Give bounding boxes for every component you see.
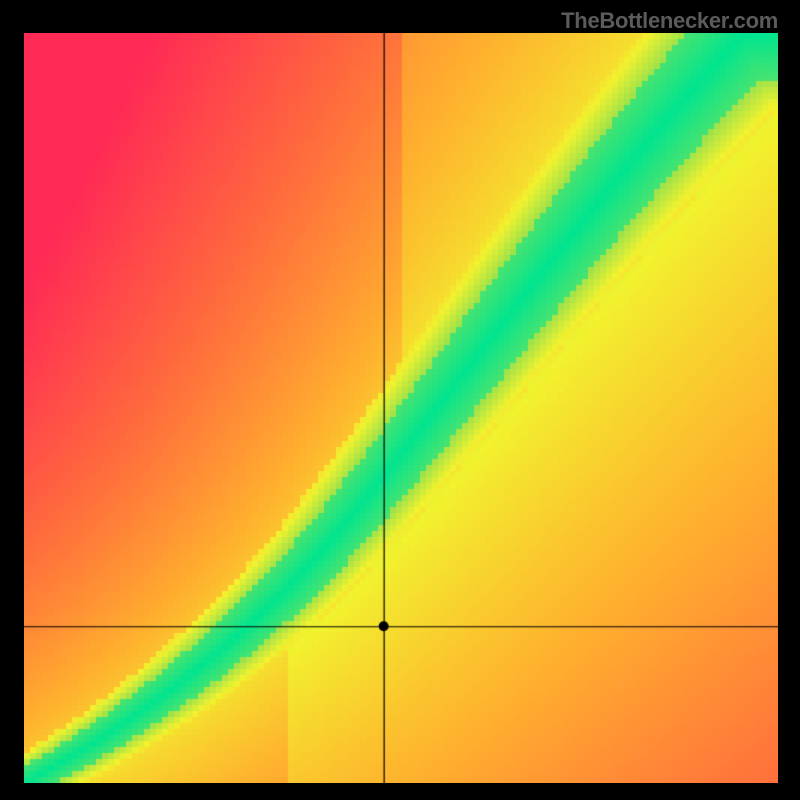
watermark-text: TheBottlenecker.com [561,8,778,34]
heatmap-canvas [24,33,778,783]
heatmap-plot [24,33,778,783]
chart-container: TheBottlenecker.com [0,0,800,800]
